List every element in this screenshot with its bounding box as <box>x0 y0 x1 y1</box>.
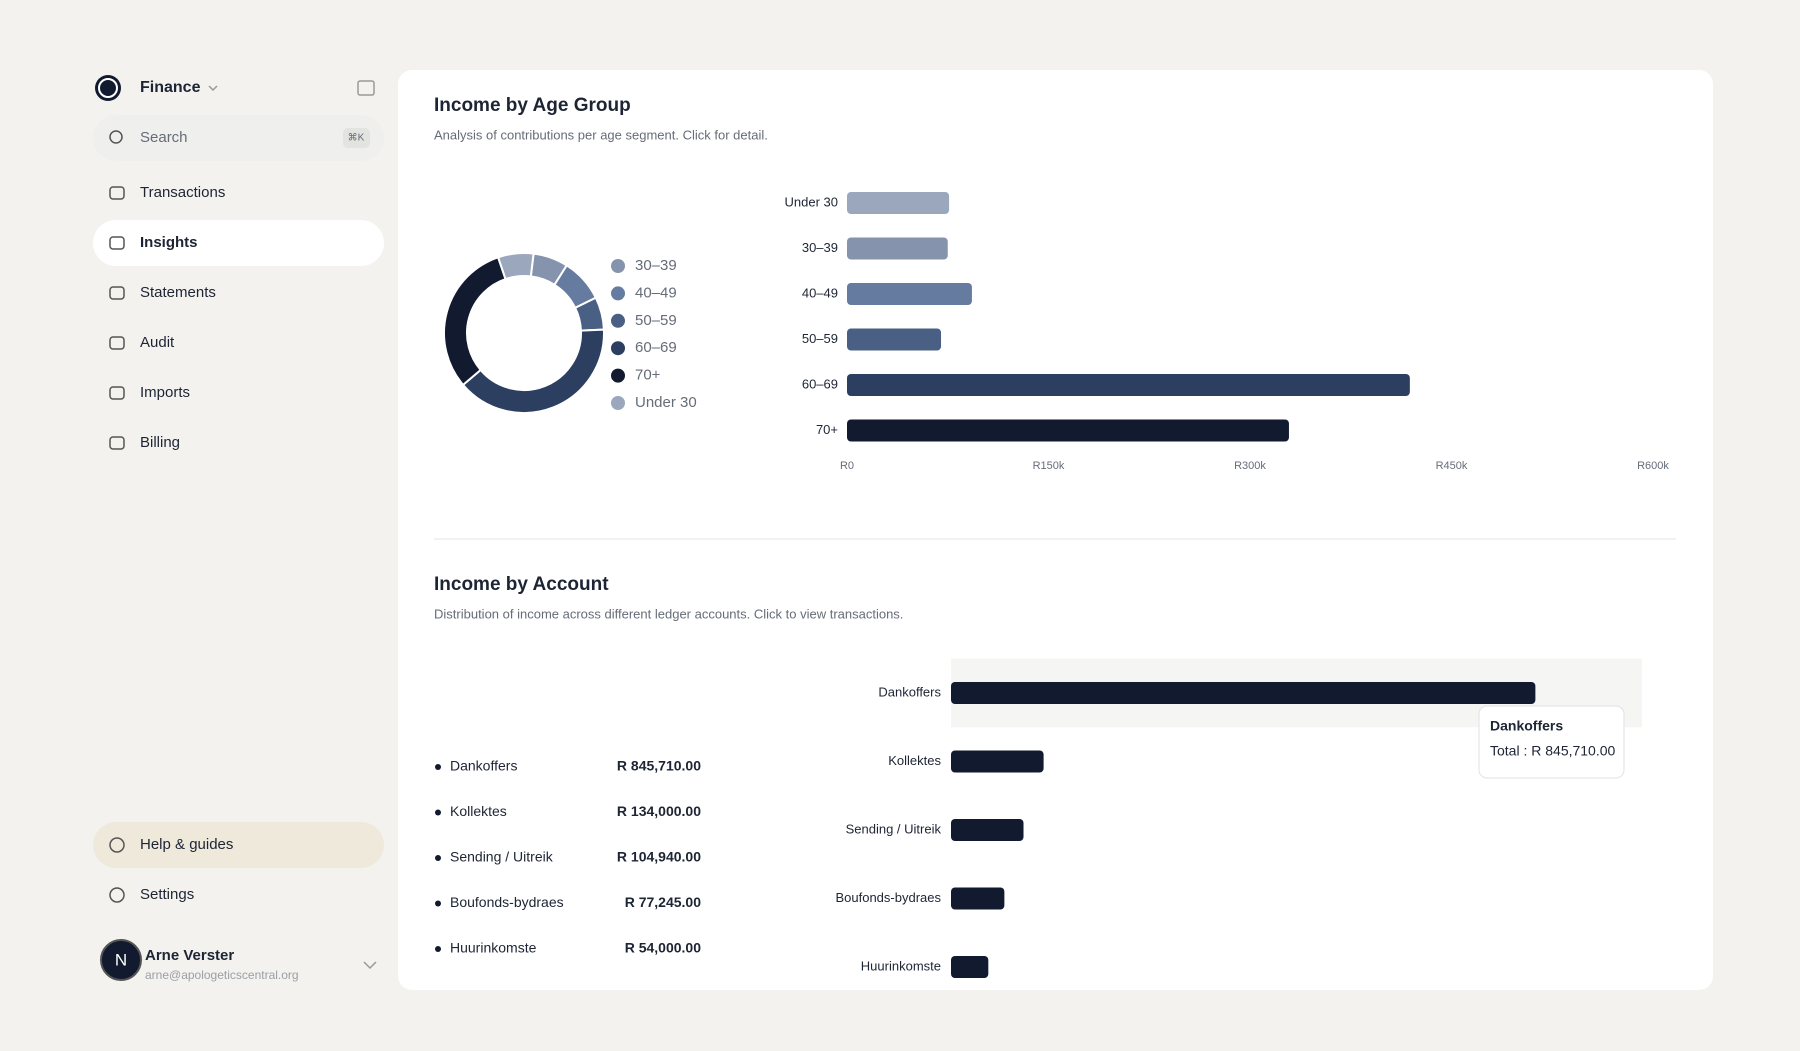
y-tick-label: Huurinkomste <box>861 958 941 973</box>
y-tick-label: Kollektes <box>888 753 941 768</box>
tooltip-title: Dankoffers <box>1490 718 1563 734</box>
nav-item[interactable]: Settings <box>140 886 194 903</box>
account-total: R 104,940.00 <box>617 849 701 865</box>
bar[interactable] <box>847 192 950 214</box>
list-bullet <box>435 900 441 907</box>
y-tick-label: Sending / Uitreik <box>846 821 942 836</box>
account-total: R 134,000.00 <box>617 803 701 819</box>
footer-nav: Help & guides Settings <box>109 836 233 903</box>
bar[interactable] <box>951 819 1024 841</box>
legend-label: 30–39 <box>635 257 677 274</box>
x-tick-label: R600k <box>1637 460 1669 472</box>
brand-caret[interactable] <box>208 85 218 92</box>
x-tick-label: R300k <box>1234 460 1266 472</box>
y-tick-label: 30–39 <box>802 240 838 255</box>
main-panel <box>398 70 1713 990</box>
nav-active[interactable] <box>93 220 384 266</box>
shortcut: ⌘K <box>348 133 365 144</box>
legend-label: Under 30 <box>635 394 697 411</box>
nav-item[interactable]: Transactions <box>140 184 225 201</box>
sidebar-toggle[interactable] <box>357 80 375 96</box>
legend-label: 70+ <box>635 367 661 384</box>
pie-slice[interactable] <box>496 252 535 281</box>
y-tick-label: 40–49 <box>802 285 838 300</box>
chart-title: Income by Account <box>434 574 609 595</box>
bar[interactable] <box>951 750 1044 773</box>
y-tick-label: Boufonds-bydraes <box>835 890 941 905</box>
nav-icon <box>109 286 125 300</box>
nav-icon <box>109 386 125 400</box>
brand-logo-ring <box>98 78 118 98</box>
legend-swatch <box>611 341 625 356</box>
bar[interactable] <box>847 374 1410 396</box>
legend-swatch <box>611 286 625 301</box>
nav: Transactions Insights Statements Audit Impor… <box>93 184 384 451</box>
account-total: R 54,000.00 <box>625 940 701 956</box>
chart-subtitle: Analysis of contributions per age segmen… <box>434 127 768 142</box>
nav-icon <box>109 336 125 350</box>
bar[interactable] <box>847 419 1289 442</box>
y-tick-label: 60–69 <box>802 376 838 391</box>
x-tick-label: R450k <box>1436 460 1468 472</box>
legend-label: 50–59 <box>635 312 677 329</box>
nav-item[interactable]: Billing <box>140 434 180 451</box>
x-tick-label: R150k <box>1033 460 1065 472</box>
charts: Income by Age Group Analysis of contribut… <box>434 95 1669 978</box>
y-tick-label: Under 30 <box>785 194 838 209</box>
legend-swatch <box>611 313 625 328</box>
y-tick-label: 70+ <box>816 422 838 437</box>
nav-item[interactable]: Imports <box>140 384 190 401</box>
y-tick-label: Dankoffers <box>878 684 941 699</box>
avatar-initial: N <box>115 950 127 969</box>
nav-item[interactable]: Help & guides <box>140 836 233 853</box>
chart-subtitle: Distribution of income across different … <box>434 606 903 621</box>
legend-label: 40–49 <box>635 284 677 301</box>
account-name[interactable]: Sending / Uitreik <box>450 849 554 865</box>
bar[interactable] <box>847 237 948 260</box>
bar[interactable] <box>951 956 989 978</box>
legend-label: 60–69 <box>635 339 677 356</box>
search-box[interactable] <box>93 115 384 161</box>
y-tick-label: 50–59 <box>802 331 838 346</box>
legend-swatch <box>611 259 625 273</box>
user-caret[interactable] <box>363 961 377 970</box>
account-name[interactable]: Kollektes <box>450 803 507 819</box>
shortcut-badge <box>343 128 370 148</box>
bar[interactable] <box>951 682 1536 704</box>
search-placeholder: Search <box>140 129 188 146</box>
list-bullet <box>435 946 441 952</box>
list-bullet <box>435 764 441 770</box>
account-name[interactable]: Boufonds-bydraes <box>450 894 564 910</box>
user-email: arne@apologeticscentral.org <box>145 968 299 982</box>
bar[interactable] <box>847 328 942 351</box>
search-icon <box>109 130 123 144</box>
nav-item[interactable]: Statements <box>140 284 216 301</box>
account-total: R 845,710.00 <box>617 758 701 774</box>
nav-item[interactable]: Insights <box>140 234 198 251</box>
tooltip-text: Total : R 845,710.00 <box>1490 743 1616 759</box>
list-bullet <box>435 809 441 816</box>
x-tick-label: R0 <box>840 460 854 472</box>
list-bullet <box>435 855 441 861</box>
help-pill[interactable] <box>93 822 384 868</box>
nav-item[interactable]: Audit <box>140 334 175 351</box>
nav-icon <box>109 436 125 450</box>
brand-name[interactable]: Finance <box>140 79 201 96</box>
account-name[interactable]: Huurinkomste <box>450 940 537 956</box>
legend-swatch <box>611 396 625 410</box>
nav-icon <box>109 887 125 903</box>
account-name[interactable]: Dankoffers <box>450 758 517 774</box>
chart-title: Income by Age Group <box>434 95 631 116</box>
bar[interactable] <box>847 283 972 305</box>
account-total: R 77,245.00 <box>625 894 701 910</box>
legend-swatch <box>611 368 625 383</box>
avatar[interactable] <box>100 939 142 981</box>
nav-icon <box>109 837 125 853</box>
nav-icon <box>109 236 125 250</box>
nav-icon <box>109 186 125 200</box>
tooltip <box>1478 705 1625 779</box>
bar[interactable] <box>951 887 1005 910</box>
user-name: Arne Verster <box>145 947 234 964</box>
